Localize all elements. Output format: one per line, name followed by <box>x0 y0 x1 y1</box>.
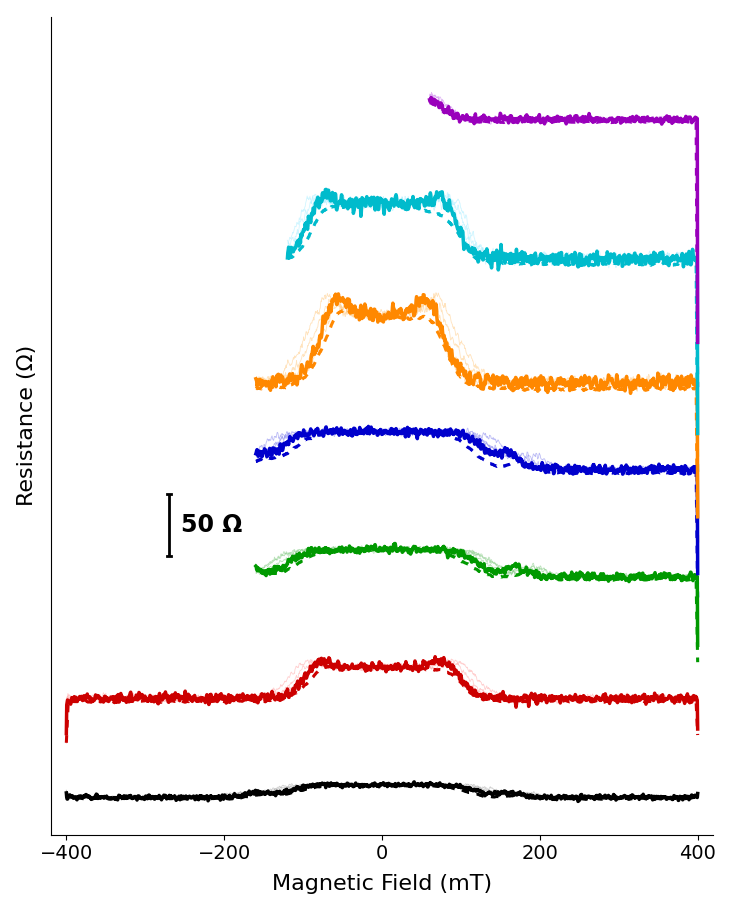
Y-axis label: Resistance (Ω): Resistance (Ω) <box>17 345 37 507</box>
Text: 50 Ω: 50 Ω <box>181 513 242 537</box>
X-axis label: Magnetic Field (mT): Magnetic Field (mT) <box>272 875 492 895</box>
